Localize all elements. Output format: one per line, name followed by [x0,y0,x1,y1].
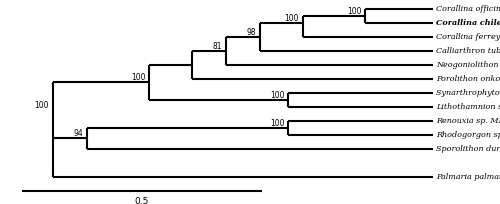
Text: 0.5: 0.5 [134,197,149,204]
Text: 100: 100 [284,14,299,23]
Text: Porolithon onkodes KY212107: Porolithon onkodes KY212107 [436,75,500,83]
Text: 100: 100 [131,73,146,82]
Text: Neogoniolithon spectabile MH281624: Neogoniolithon spectabile MH281624 [436,61,500,69]
Text: 81: 81 [212,42,222,51]
Text: 100: 100 [34,101,49,110]
Text: 98: 98 [246,28,256,37]
Text: Corallina chilensis UC2050474: Corallina chilensis UC2050474 [436,19,500,27]
Text: Lithothamnion sp. MH281621: Lithothamnion sp. MH281621 [436,103,500,111]
Text: 94: 94 [73,129,83,138]
Text: Sporolithon durum KF186230: Sporolithon durum KF186230 [436,145,500,153]
Text: 100: 100 [347,7,362,16]
Text: Rhodogorgon sp. MH281625: Rhodogorgon sp. MH281625 [436,131,500,139]
Text: Renouxia sp. MH281622: Renouxia sp. MH281622 [436,117,500,125]
Text: Corallina ferreyrae Isotype MK408747: Corallina ferreyrae Isotype MK408747 [436,33,500,41]
Text: Palmaria palmata KF649305: Palmaria palmata KF649305 [436,173,500,181]
Text: Calliarthron tuberculosum KR005619: Calliarthron tuberculosum KR005619 [436,47,500,55]
Text: 100: 100 [270,91,284,100]
Text: Synarthrophyton chejuense MH281623: Synarthrophyton chejuense MH281623 [436,89,500,97]
Text: 100: 100 [270,119,284,128]
Text: Corallina officinalis KU641510: Corallina officinalis KU641510 [436,5,500,13]
